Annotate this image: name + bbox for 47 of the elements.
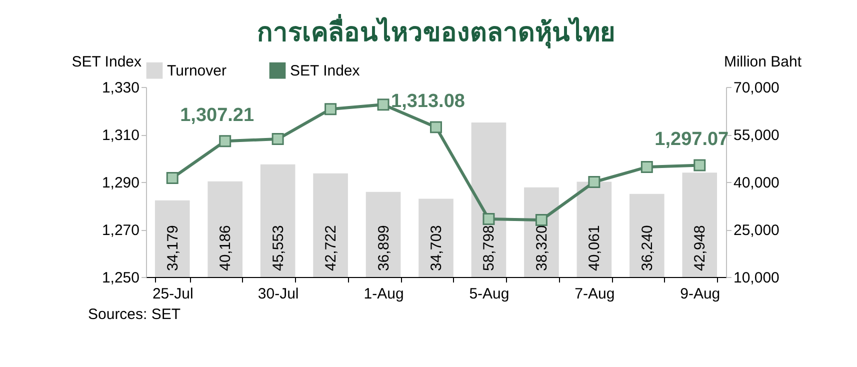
data-label: 1,297.07: [654, 129, 729, 150]
point: [272, 133, 284, 146]
data-label: 1,313.08: [391, 91, 465, 112]
data-label: 38,320: [533, 225, 550, 271]
data-label: 42,948: [692, 225, 709, 271]
y2-axis-title: Million Baht: [724, 54, 802, 70]
data-label: 40,186: [217, 225, 234, 271]
point: [219, 135, 232, 148]
y2-tick-label: 25,000: [734, 222, 780, 239]
data-label: 36,240: [638, 225, 656, 271]
data-label: 40,061: [586, 225, 604, 271]
data-label: 34,703: [428, 225, 445, 271]
y-tick-label: 1,290: [102, 174, 140, 192]
point: [430, 121, 442, 134]
data-label: 36,899: [375, 225, 392, 271]
point: [377, 98, 390, 111]
data-label: 58,798: [480, 225, 498, 271]
y-tick-label: 1,250: [102, 270, 140, 286]
y2-tick-label: 70,000: [734, 80, 780, 96]
legend-label: Turnover: [167, 62, 226, 80]
source-note: Sources: SET: [88, 306, 181, 323]
legend-label: SET Index: [290, 62, 360, 80]
data-label: 45,553: [270, 225, 287, 271]
point: [640, 161, 653, 174]
point: [694, 159, 706, 172]
chart-title: การเคลื่อนไหวของตลาดหุ้นไทย: [257, 13, 615, 49]
x-tick-label: 25-Jul: [152, 286, 194, 302]
point: [166, 172, 178, 184]
x-tick-label: 30-Jul: [258, 286, 299, 302]
y2-tick-label: 10,000: [734, 270, 780, 286]
y-tick-label: 1,330: [102, 80, 140, 96]
y2-tick-label: 55,000: [734, 127, 780, 144]
data-label: 42,722: [322, 225, 340, 271]
y2-tick-label: 40,000: [734, 174, 780, 192]
data-label: 1,307.21: [180, 105, 254, 126]
x-tick-label: 7-Aug: [574, 286, 615, 302]
x-tick-label: 9-Aug: [680, 286, 720, 302]
point: [482, 213, 495, 226]
point: [324, 103, 337, 116]
y-tick-label: 1,270: [102, 222, 140, 239]
x-tick-label: 1-Aug: [364, 286, 404, 302]
data-label: 34,179: [164, 225, 182, 271]
y-axis-title: SET Index: [72, 54, 142, 70]
point: [535, 214, 548, 226]
x-tick-label: 5-Aug: [469, 286, 510, 302]
y-tick-label: 1,310: [102, 127, 140, 144]
point: [588, 176, 600, 188]
